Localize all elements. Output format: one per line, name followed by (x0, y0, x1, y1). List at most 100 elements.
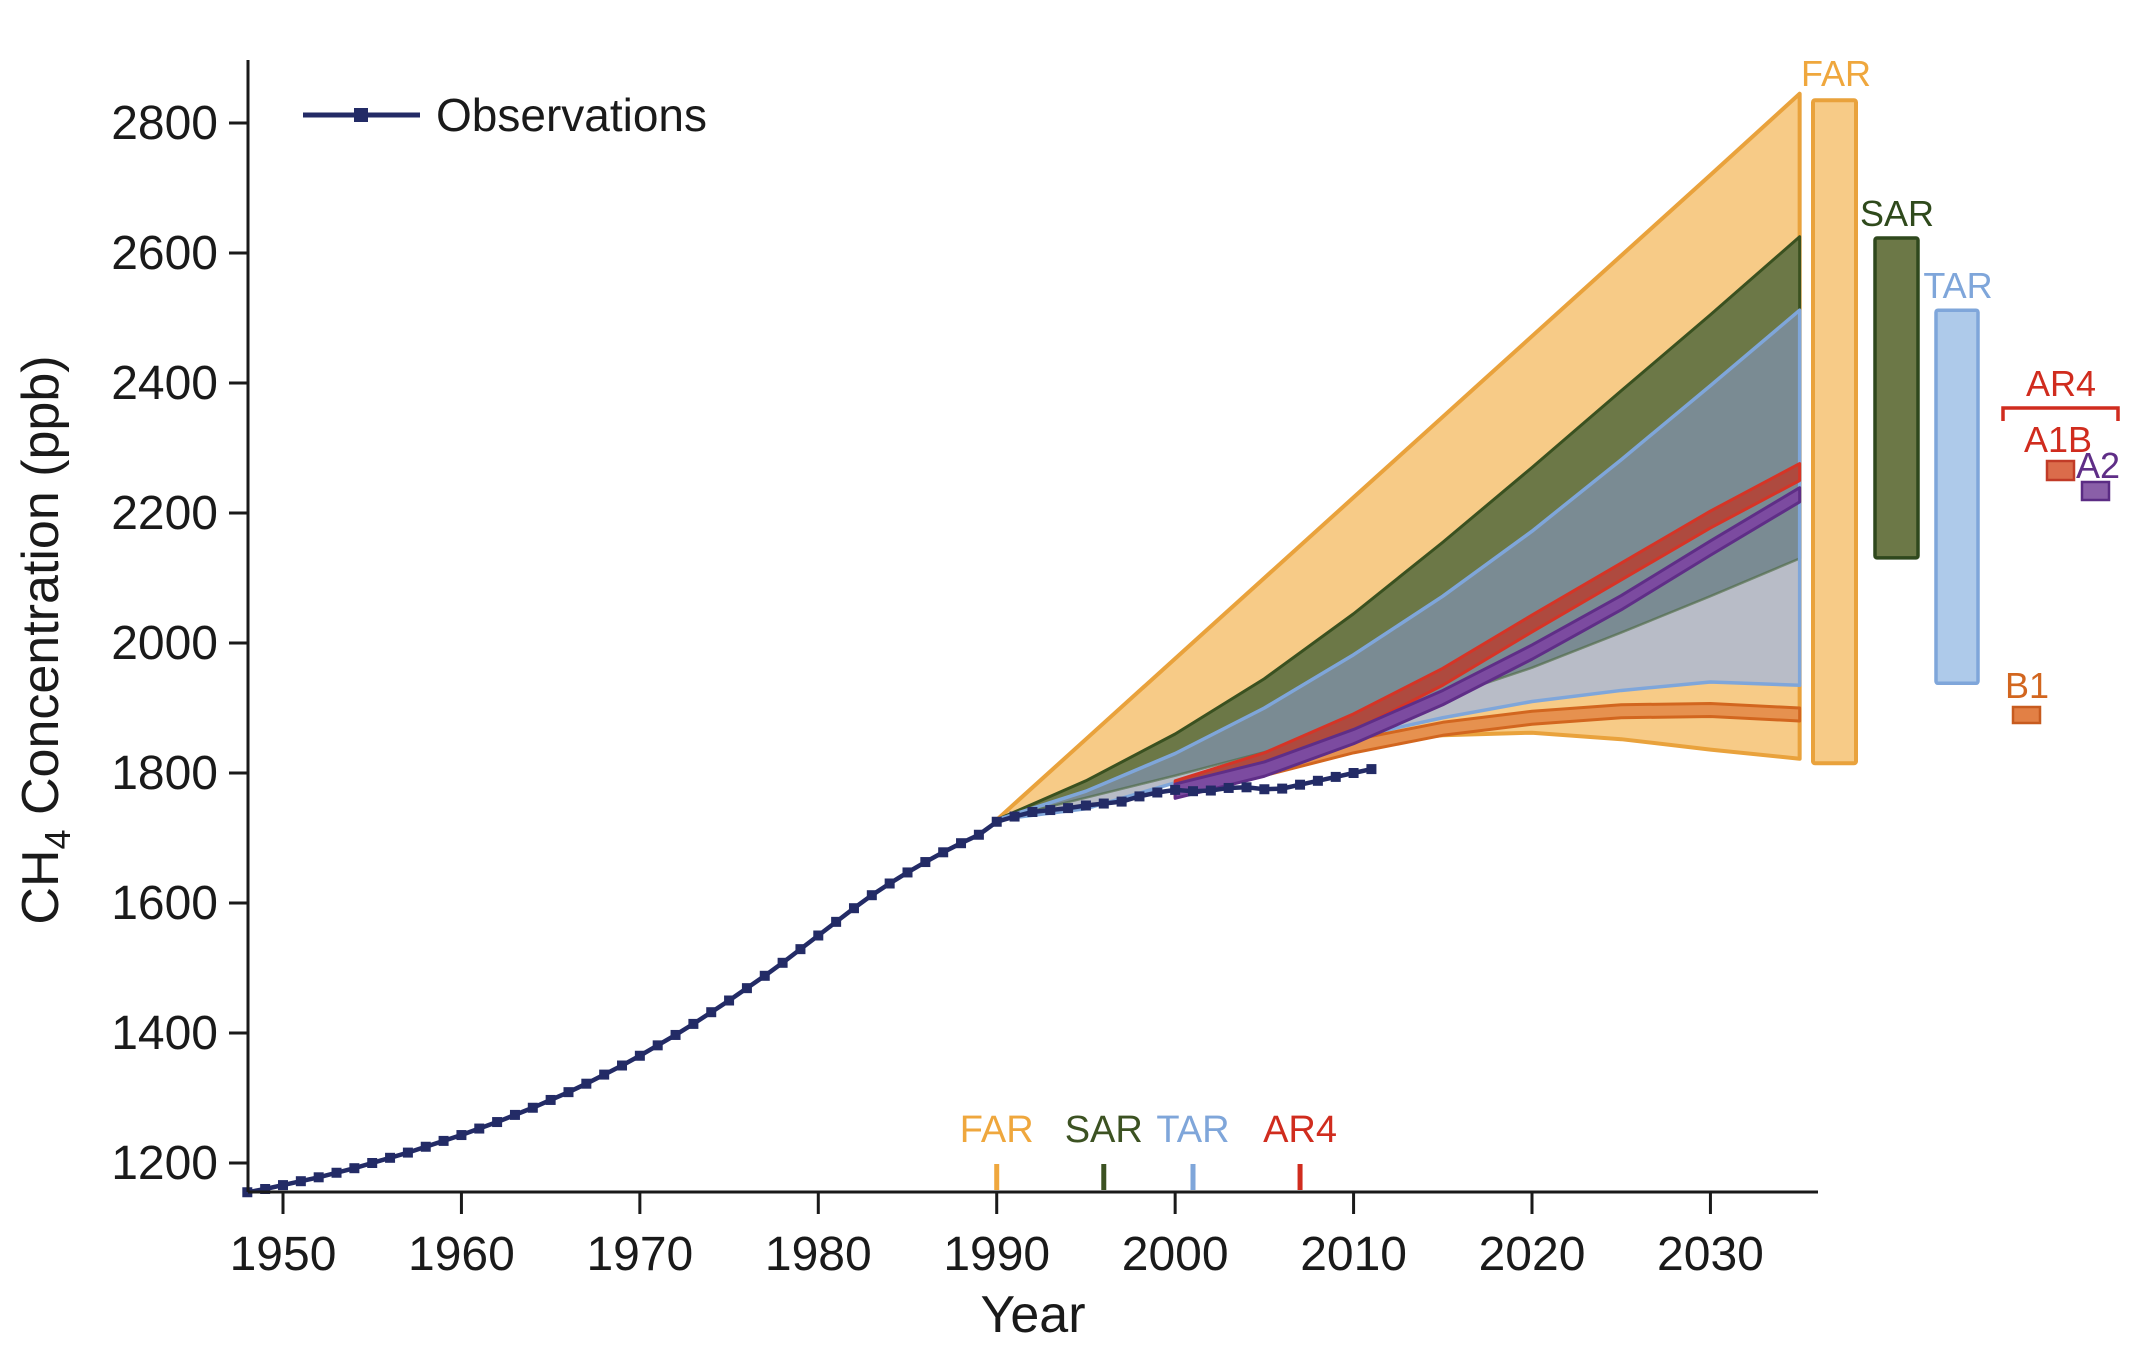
observation-marker (991, 816, 1002, 827)
ar4-year-label: AR4 (1263, 1109, 1337, 1151)
observation-marker (920, 857, 931, 868)
observation-marker (563, 1087, 574, 1098)
observation-marker (902, 867, 913, 878)
observation-marker (1330, 771, 1341, 782)
observation-marker (260, 1184, 271, 1194)
observations-line (246, 766, 1372, 1195)
a2-box (2080, 480, 2111, 502)
observation-marker (1063, 803, 1074, 814)
observation-marker (349, 1163, 360, 1174)
observation-marker (617, 1060, 628, 1071)
observation-marker (1134, 791, 1145, 802)
observation-marker (973, 829, 984, 840)
observation-marker (866, 890, 877, 901)
observation-marker (545, 1094, 556, 1105)
ar4-bracket (2001, 406, 2120, 421)
observation-marker (367, 1158, 378, 1168)
x-tick-label: 1970 (586, 1228, 693, 1281)
observation-marker (420, 1141, 431, 1152)
sar-year-label: SAR (1065, 1109, 1143, 1151)
x-tick-label: 1960 (408, 1228, 515, 1281)
y-tick-label: 1600 (111, 877, 218, 930)
observation-marker (474, 1123, 485, 1134)
observation-marker (652, 1040, 663, 1051)
x-axis-title: Year (980, 1286, 1085, 1344)
observation-marker (509, 1109, 520, 1120)
y-tick-label: 1400 (111, 1007, 218, 1060)
observation-marker (795, 944, 806, 955)
observation-marker (1348, 768, 1359, 778)
sar-bar (1873, 236, 1920, 560)
observation-marker (581, 1078, 592, 1089)
observation-marker (688, 1018, 699, 1029)
y-tick-label: 2000 (111, 617, 218, 670)
y-tick-label: 2400 (111, 357, 218, 410)
observation-marker (385, 1152, 396, 1163)
y-tick-label: 1200 (111, 1137, 218, 1190)
observation-marker (1116, 796, 1127, 807)
observation-marker (527, 1102, 538, 1113)
observation-marker (313, 1172, 324, 1183)
x-tick-label: 1950 (230, 1228, 337, 1281)
a2-band (1173, 486, 1802, 800)
observation-marker (1027, 807, 1038, 817)
observation-marker (1045, 805, 1056, 816)
y-tick-label: 2600 (111, 227, 218, 280)
observation-marker (1009, 811, 1020, 822)
observation-marker (599, 1069, 610, 1080)
observation-marker (1366, 764, 1377, 775)
observation-marker (706, 1007, 717, 1018)
observation-marker (1187, 786, 1198, 797)
observation-marker (492, 1117, 503, 1128)
observation-marker (456, 1130, 467, 1141)
observation-marker (831, 916, 842, 927)
observation-marker (813, 930, 824, 941)
y-tick-label: 1800 (111, 747, 218, 800)
b1-box (2011, 705, 2042, 725)
b1-label: B1 (2005, 665, 2049, 706)
observation-marker (438, 1135, 449, 1146)
observation-marker (1205, 785, 1216, 796)
x-tick-label: 1980 (765, 1228, 872, 1281)
observation-marker (1223, 782, 1234, 793)
observation-marker (1259, 784, 1270, 795)
far-bar-label: FAR (1801, 53, 1871, 94)
observation-marker (777, 957, 788, 968)
y-tick-label: 2200 (111, 487, 218, 540)
observation-marker (956, 838, 967, 849)
observation-marker (402, 1147, 413, 1158)
y-axis-title: CH4 Concentration (ppb) (12, 355, 78, 924)
observation-marker (1098, 798, 1109, 809)
x-tick-label: 2010 (1300, 1228, 1407, 1281)
x-tick-label: 2030 (1657, 1228, 1764, 1281)
sar-bar-label: SAR (1860, 193, 1934, 234)
observation-marker (278, 1180, 288, 1191)
observation-marker (759, 970, 770, 981)
legend-observations-label: Observations (436, 89, 707, 141)
observation-marker (884, 878, 895, 889)
observation-marker (242, 1187, 253, 1198)
x-tick-label: 2000 (1122, 1228, 1229, 1281)
far-bar (1811, 98, 1858, 766)
far-year-label: FAR (960, 1109, 1034, 1151)
tar-bar-label: TAR (1923, 265, 1992, 306)
observation-marker (1080, 800, 1091, 811)
observation-marker (634, 1050, 645, 1061)
observation-marker (1277, 783, 1288, 794)
tar-bar (1934, 308, 1980, 686)
observation-marker (938, 847, 949, 858)
observation-marker (295, 1176, 306, 1187)
a2-label: A2 (2076, 445, 2120, 486)
observation-marker (1241, 782, 1252, 793)
tar-year-label: TAR (1156, 1109, 1229, 1151)
observation-marker (724, 995, 735, 1006)
y-tick-label: 2800 (111, 97, 218, 150)
observation-marker (1152, 787, 1163, 798)
observation-marker (741, 983, 752, 994)
b1-band (1173, 701, 1802, 798)
observation-marker (670, 1029, 681, 1040)
x-tick-label: 1990 (943, 1228, 1050, 1281)
observation-marker (1312, 775, 1323, 786)
